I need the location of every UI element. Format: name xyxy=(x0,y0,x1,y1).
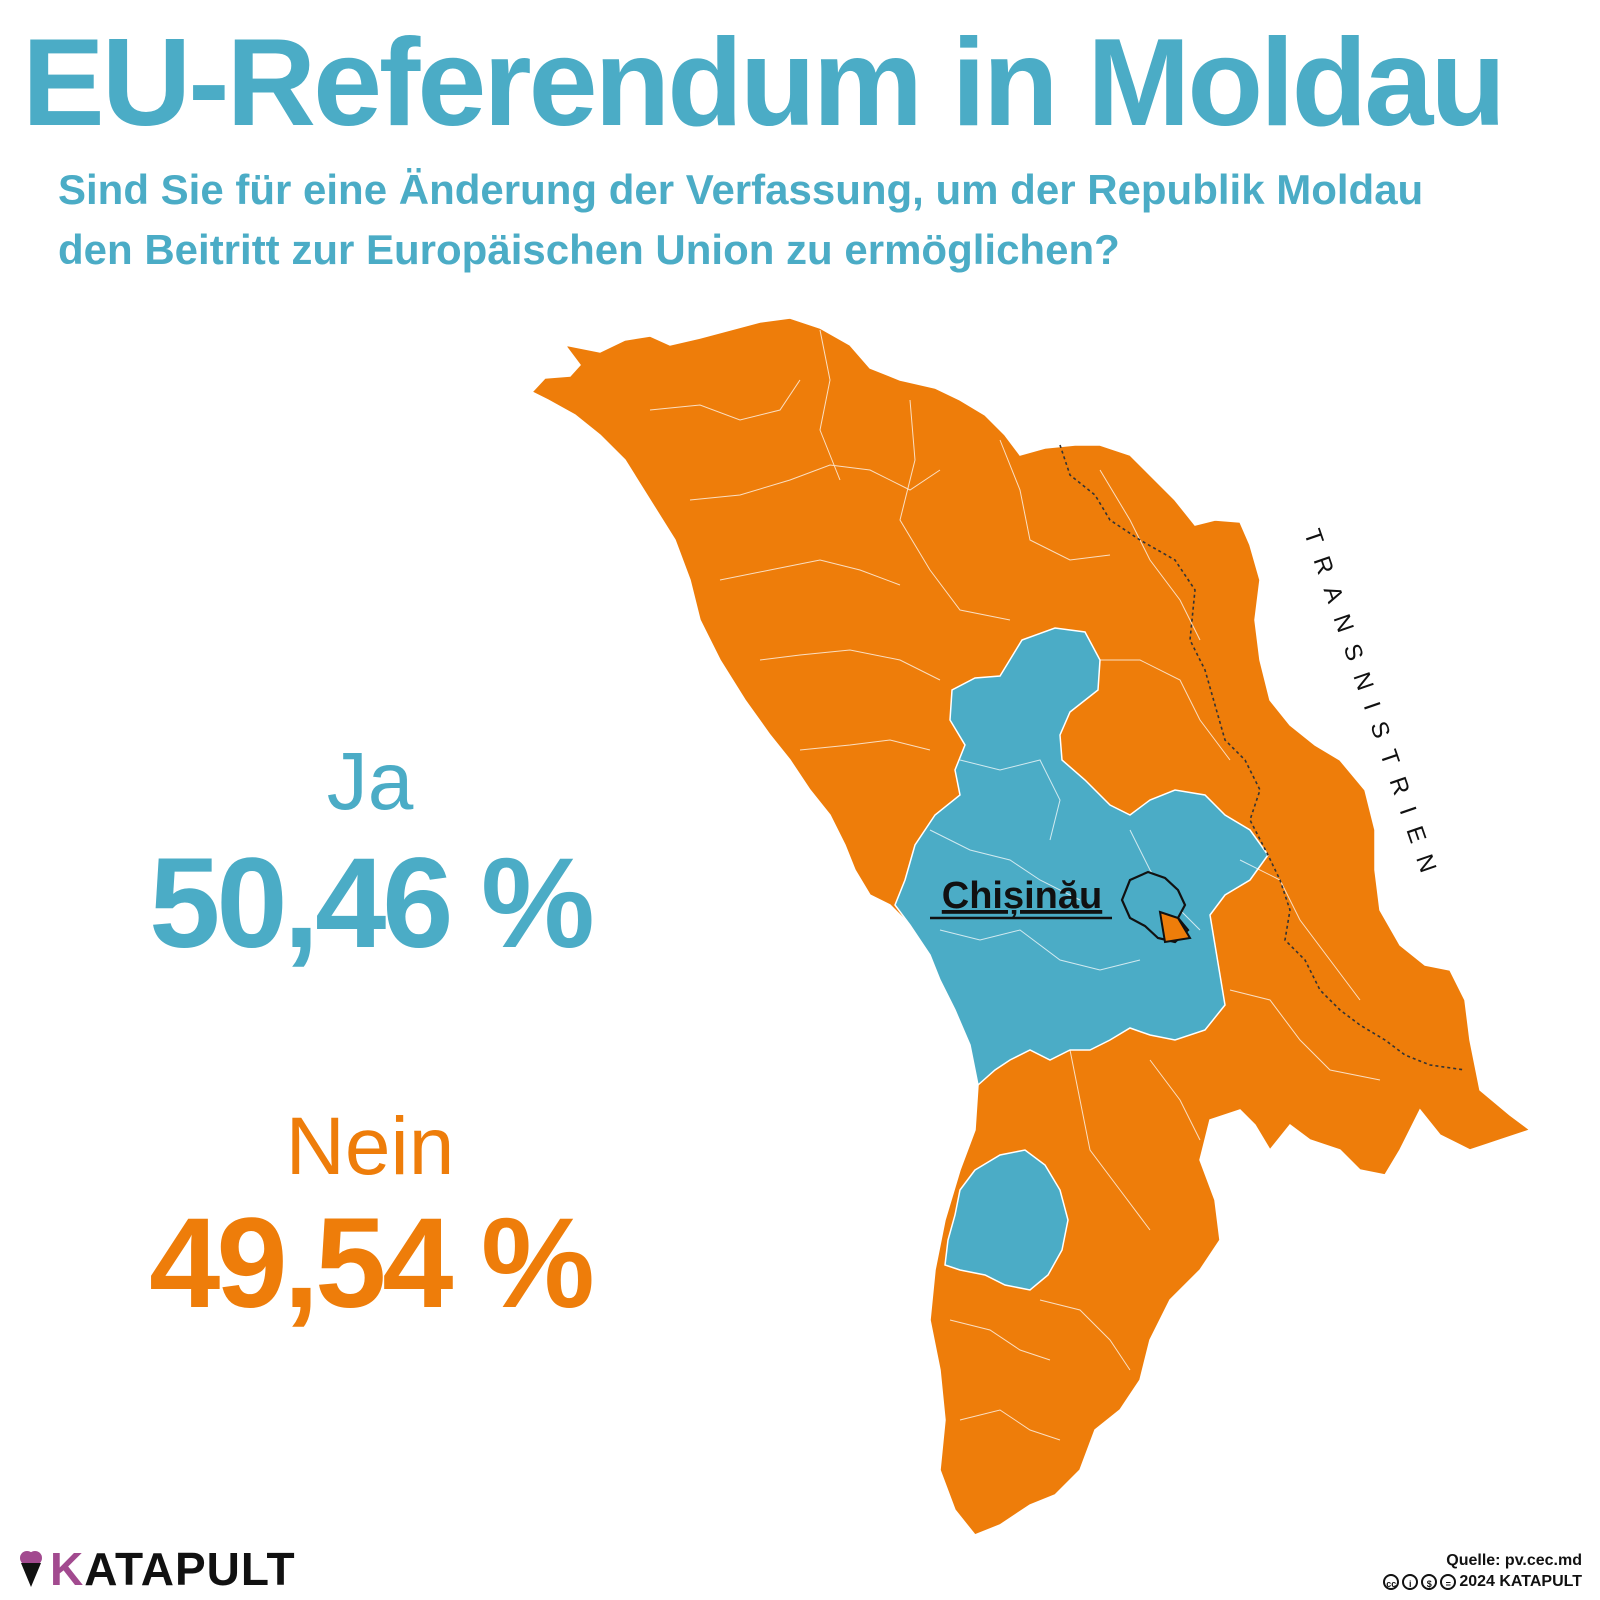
katapult-logo: KATAPULT xyxy=(18,1542,296,1596)
yes-label: Ja xyxy=(326,736,414,827)
subtitle-line-1: Sind Sie für eine Änderung der Verfassun… xyxy=(58,166,1424,213)
subtitle-line-2: den Beitritt zur Europäischen Union zu e… xyxy=(58,226,1120,273)
transnistria-border xyxy=(1059,444,1466,1071)
city-label: Chișinău xyxy=(942,875,1102,917)
source-credit: Quelle: pv.cec.md cc i $ = 2024 KATAPULT xyxy=(1383,1550,1582,1592)
nd-icon: = xyxy=(1440,1573,1457,1590)
ice-cream-icon xyxy=(20,1551,42,1587)
license-line: cc i $ = 2024 KATAPULT xyxy=(1383,1571,1582,1592)
subtitle: Sind Sie für eine Änderung der Verfassun… xyxy=(58,160,1558,280)
brand-initial: K xyxy=(50,1543,85,1595)
central-yes-region xyxy=(894,627,1269,1087)
chisinau-orange-sector xyxy=(1158,910,1192,944)
no-percentage: 49,54 % xyxy=(149,1192,595,1335)
no-label: Nein xyxy=(285,1101,455,1192)
source-text: Quelle: pv.cec.md xyxy=(1446,1552,1582,1569)
yes-percentage: 50,46 % xyxy=(149,832,595,975)
southern-yes-region xyxy=(944,1149,1069,1291)
nc-icon: $ xyxy=(1421,1573,1438,1590)
cc-icon: cc xyxy=(1383,1573,1400,1590)
page-title: EU-Referendum in Moldau xyxy=(22,14,1506,152)
brand-wordmark: KATAPULT xyxy=(50,1542,296,1596)
license-text: 2024 KATAPULT xyxy=(1459,1573,1582,1590)
by-icon: i xyxy=(1402,1573,1419,1590)
brand-rest: ATAPULT xyxy=(84,1543,296,1595)
district-borders xyxy=(649,329,1381,1441)
